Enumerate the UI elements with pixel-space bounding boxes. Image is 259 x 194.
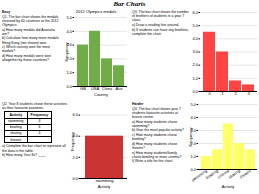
html-text:Q3. The bar chart shows the nu: Q3. The bar chart shows the number of br… [132, 10, 189, 23]
svg-text:2.0: 2.0 [72, 155, 78, 160]
svg-text:skating: skating [227, 168, 241, 180]
html-text:theatre: theatre [10, 137, 22, 142]
html-text:USA China: USA China [90, 86, 113, 92]
html-text:b) How many Year 8s? ____: b) How many Year 8s? ____ [2, 153, 46, 158]
svg-text:2.0: 2.0 [190, 140, 196, 146]
svg-text:Aus: Aus [116, 86, 123, 91]
svg-text:Frequency: Frequency [70, 132, 75, 151]
html-text:bowling: bowling [9, 125, 22, 130]
html-text:e) How many students/family ch: e) How many students/family chose bowlin… [132, 150, 182, 159]
svg-text:5.0: 5.0 [66, 15, 72, 20]
svg-text:4.0: 4.0 [192, 36, 198, 41]
html-text:Q1. The bar chart shows the me: Q1. The bar chart shows the medals recei… [2, 14, 59, 27]
html-text:b) If students can have any br: b) If students can have any brothers, co… [132, 27, 189, 36]
svg-text:Frequency: Frequency [64, 43, 69, 62]
html-text:a) Complete the bar chart to r: a) Complete the bar chart to represent a… [2, 144, 66, 153]
svg-text:3.0: 3.0 [192, 49, 198, 54]
svg-text:1: 1 [221, 91, 224, 96]
svg-text:5.0: 5.0 [190, 102, 196, 107]
svg-text:0.0: 0.0 [66, 84, 72, 89]
html-text:b) Give the most popular activ: b) Give the most popular activity? [132, 128, 184, 133]
svg-text:0.0: 0.0 [190, 167, 196, 172]
svg-text:4.0: 4.0 [66, 29, 72, 34]
svg-text:6.0: 6.0 [72, 112, 78, 117]
html-text:swimming: swimming [8, 119, 24, 124]
html-text:c) Which country won the most: c) Which country won the most medals? [2, 45, 50, 54]
svg-text:Activity: Activity [222, 184, 235, 189]
svg-text:0.0: 0.0 [72, 176, 78, 181]
html-text:a) Draw a reading line around.: a) Draw a reading line around. [132, 23, 180, 27]
svg-text:2.0: 2.0 [192, 62, 198, 67]
html-text:6: 6 [38, 125, 41, 130]
svg-text:Frequency: Frequency [188, 128, 193, 147]
svg-text:theatre: theatre [238, 168, 252, 180]
svg-text:4.0: 4.0 [72, 133, 78, 139]
html-text:d) How many medals were won al: d) How many medals were won altogether b… [2, 54, 51, 63]
html-text:Q3. The bar chart shows year 7: Q3. The bar chart shows year 7 students … [132, 106, 181, 119]
html-text:c) How many students chose bow: c) How many students chose bowling? [132, 133, 177, 142]
svg-text:6.0: 6.0 [192, 10, 198, 15]
html-text:Q2. Year 8 students chose thes: Q2. Year 8 students chose these activiti… [2, 102, 67, 111]
svg-text:GB: GB [80, 86, 86, 91]
svg-text:2.0: 2.0 [66, 56, 72, 62]
svg-text:4.0: 4.0 [190, 115, 196, 120]
svg-text:1.0: 1.0 [192, 76, 198, 81]
html-text:Easy: Easy [2, 10, 11, 14]
html-text:Harder: Harder [132, 102, 144, 106]
html-text:4: 4 [38, 119, 41, 124]
html-text:Frequency: Frequency [30, 112, 49, 117]
html-text:a) How many students chose swi: a) How many students chose swimming? [132, 119, 178, 128]
html-text:2012 Olympics medals: 2012 Olympics medals [75, 9, 117, 14]
svg-text:3.0: 3.0 [190, 127, 196, 133]
svg-text:5.0: 5.0 [192, 23, 198, 28]
html-text:4: 4 [38, 131, 41, 136]
html-text:a) How many medals did Austral: a) How many medals did Australia win? [2, 27, 55, 36]
svg-text:swimming: swimming [190, 168, 208, 183]
svg-text:2: 2 [234, 91, 237, 96]
svg-text:3: 3 [247, 91, 250, 96]
html-text:b) Calculate how many more med: b) Calculate how many more medals Hong K… [2, 36, 59, 45]
svg-text:1.0: 1.0 [190, 154, 196, 159]
svg-text:0: 0 [208, 91, 211, 96]
html-text:skating: skating [10, 131, 22, 136]
svg-text:Country: Country [94, 92, 108, 97]
svg-text:swimming: swimming [95, 178, 114, 184]
svg-text:1.0: 1.0 [66, 70, 72, 75]
svg-text:0.0: 0.0 [192, 89, 198, 94]
svg-text:3.0: 3.0 [66, 42, 72, 48]
svg-text:bowling: bowling [205, 168, 219, 180]
html-text:Bar Charts: Bar Charts [113, 0, 146, 8]
html-text:d) How many students chose the: d) How many students chose theatre? [132, 141, 178, 150]
html-text:f) Write a title for the chart: f) Write a title for the chart. [132, 159, 174, 164]
html-text:Activity: Activity [9, 112, 23, 117]
svg-text:Activity: Activity [98, 184, 111, 189]
